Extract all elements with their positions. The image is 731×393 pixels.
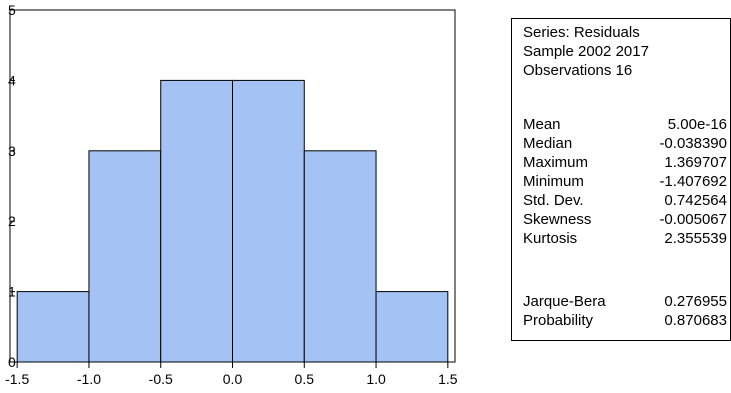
stat-row-mean: Mean 5.00e-16 (523, 115, 727, 134)
stat-label: Skewness (523, 211, 592, 228)
x-tick-label: -0.5 (149, 371, 173, 387)
histogram-bar (160, 79, 233, 363)
stat-row-std-dev: Std. Dev. 0.742564 (523, 191, 727, 210)
stat-row-kurtosis: Kurtosis 2.355539 (523, 229, 727, 248)
histogram-bar (232, 79, 305, 363)
x-tick-label: 1.0 (366, 371, 386, 387)
stat-label: Probability (523, 312, 594, 329)
statistics-header: Series: Residuals Sample 2002 2017 Obser… (523, 23, 649, 80)
stat-label: Mean (523, 116, 561, 133)
statistics-panel: Series: Residuals Sample 2002 2017 Obser… (511, 18, 731, 341)
y-tick-label: 3 (8, 143, 16, 159)
x-tick-label: 0.5 (295, 371, 315, 387)
observations-label: Observations 16 (523, 62, 633, 79)
stat-row-median: Median -0.038390 (523, 134, 727, 153)
stat-value: 0.276955 (664, 293, 727, 310)
stat-row-jarque-bera: Jarque-Bera 0.276955 (523, 292, 727, 311)
stat-value: 5.00e-16 (667, 116, 727, 133)
stat-value: 1.369707 (664, 154, 727, 171)
stat-label: Std. Dev. (523, 192, 584, 209)
stat-row-minimum: Minimum -1.407692 (523, 172, 727, 191)
stat-label: Maximum (523, 154, 589, 171)
histogram-bar (375, 291, 449, 363)
histogram-bar (303, 150, 377, 363)
y-tick-label: 2 (8, 213, 16, 229)
normality-test: Jarque-Bera 0.276955 Probability 0.87068… (523, 292, 727, 330)
stat-row-probability: Probability 0.870683 (523, 311, 727, 330)
descriptive-stats: Mean 5.00e-16 Median -0.038390 Maximum 1… (523, 115, 727, 248)
x-tick-label: -1.0 (77, 371, 101, 387)
stat-row-maximum: Maximum 1.369707 (523, 153, 727, 172)
series-label: Series: Residuals (523, 24, 640, 41)
stat-value: -1.407692 (659, 173, 727, 190)
stat-value: -0.005067 (659, 211, 727, 228)
x-tick-label: 1.5 (438, 371, 458, 387)
y-tick-label: 0 (8, 354, 16, 370)
x-tick-label: 0.0 (223, 371, 243, 387)
stat-value: -0.038390 (659, 135, 727, 152)
stat-value: 0.742564 (664, 192, 727, 209)
histogram-bar (88, 150, 162, 363)
stat-label: Minimum (523, 173, 584, 190)
histogram-bar (16, 291, 90, 363)
stat-label: Jarque-Bera (523, 293, 606, 310)
stat-value: 0.870683 (664, 312, 727, 329)
y-tick-label: 5 (8, 2, 16, 18)
stat-value: 2.355539 (664, 230, 727, 247)
stat-row-skewness: Skewness -0.005067 (523, 210, 727, 229)
y-tick-label: 4 (8, 72, 16, 88)
y-tick-label: 1 (8, 284, 16, 300)
x-tick-label: -1.5 (5, 371, 29, 387)
stat-label: Kurtosis (523, 230, 578, 247)
sample-label: Sample 2002 2017 (523, 43, 649, 60)
stat-label: Median (523, 135, 573, 152)
